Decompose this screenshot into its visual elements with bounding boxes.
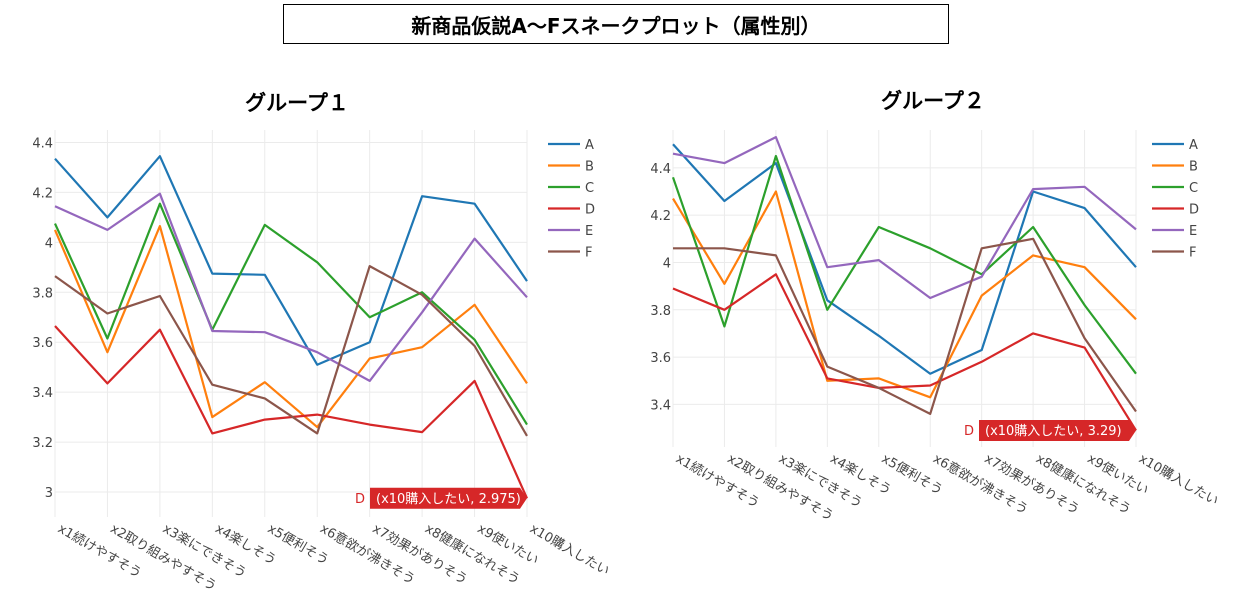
- hover-tooltip: (x10購入したい, 3.29) D: [964, 419, 1136, 441]
- y-tick-label: 3.4: [650, 398, 671, 413]
- x-tick-label: x10購入したい: [527, 521, 612, 579]
- x-tick-label: x7効果がありそう: [370, 521, 470, 587]
- hover-tooltip-series: D: [964, 424, 974, 439]
- series-line-D[interactable]: [672, 273, 1137, 431]
- legend-label-A[interactable]: A: [585, 138, 594, 153]
- legend-label-F[interactable]: F: [1189, 246, 1196, 261]
- hover-tooltip-text: (x10購入したい, 3.29): [985, 424, 1122, 439]
- series-line-C[interactable]: [671, 154, 1137, 375]
- y-tick-label: 3.6: [650, 351, 671, 366]
- y-tick-label: 3.6: [32, 336, 53, 351]
- y-tick-label: 3: [45, 486, 53, 501]
- x-tick-label: x8健康になれそう: [1033, 451, 1134, 518]
- legend-label-C[interactable]: C: [585, 181, 594, 196]
- chart-panel-1: グループ１33.23.43.63.844.24.4x1続けやすそうx2取り組みや…: [32, 91, 611, 594]
- y-tick-label: 3.2: [32, 436, 53, 451]
- legend-label-C[interactable]: C: [1189, 181, 1198, 196]
- y-tick-label: 3.8: [650, 304, 671, 319]
- series-line-E[interactable]: [672, 136, 1137, 300]
- legend-label-D[interactable]: D: [585, 203, 595, 218]
- series-line-B[interactable]: [672, 190, 1137, 399]
- y-tick-label: 4.4: [650, 162, 671, 177]
- y-tick-label: 4: [663, 256, 671, 271]
- legend-label-A[interactable]: A: [1189, 138, 1198, 153]
- y-tick-label: 3.4: [32, 386, 53, 401]
- hover-tooltip-box: [370, 487, 527, 509]
- legend-label-F[interactable]: F: [585, 246, 592, 261]
- y-tick-label: 3.8: [32, 286, 53, 301]
- series-line-D[interactable]: [54, 325, 529, 499]
- chart-title: グループ１: [245, 91, 349, 115]
- y-tick-label: 4: [45, 236, 53, 251]
- legend-label-E[interactable]: E: [585, 224, 593, 239]
- series-line-A[interactable]: [672, 143, 1137, 375]
- legend-label-B[interactable]: B: [585, 160, 594, 175]
- x-tick-label: x8健康になれそう: [422, 521, 523, 588]
- x-tick-label: x6意欲が沸きそう: [930, 451, 1031, 518]
- x-tick-label: x10購入したい: [1136, 451, 1221, 509]
- y-tick-label: 4.2: [650, 209, 671, 224]
- chart-title: グループ２: [881, 89, 985, 113]
- legend-label-B[interactable]: B: [1189, 160, 1198, 175]
- y-tick-label: 4.2: [32, 186, 53, 201]
- chart-panel-2: グループ２3.43.63.844.24.4x1続けやすそうx2取り組みやすそうx…: [650, 89, 1220, 524]
- hover-tooltip-box: [979, 419, 1136, 441]
- hover-tooltip-series: D: [355, 492, 365, 507]
- hover-tooltip: (x10購入したい, 2.975) D: [355, 487, 527, 509]
- legend-label-E[interactable]: E: [1189, 224, 1197, 239]
- x-tick-label: x6意欲が沸きそう: [317, 521, 418, 588]
- series-line-C[interactable]: [53, 202, 528, 426]
- main-title: 新商品仮説A～Fスネークプロット（属性別）: [411, 13, 821, 38]
- series-line-E[interactable]: [54, 192, 528, 382]
- series-line-F[interactable]: [673, 237, 1137, 415]
- series-line-B[interactable]: [53, 225, 528, 429]
- series-line-A[interactable]: [54, 155, 528, 366]
- hover-tooltip-text: (x10購入したい, 2.975): [376, 492, 521, 507]
- main-title-box: 新商品仮説A～Fスネークプロット（属性別）: [283, 4, 949, 44]
- legend-label-D[interactable]: D: [1189, 203, 1199, 218]
- y-tick-label: 4.4: [32, 136, 53, 151]
- series-line-F[interactable]: [54, 265, 528, 437]
